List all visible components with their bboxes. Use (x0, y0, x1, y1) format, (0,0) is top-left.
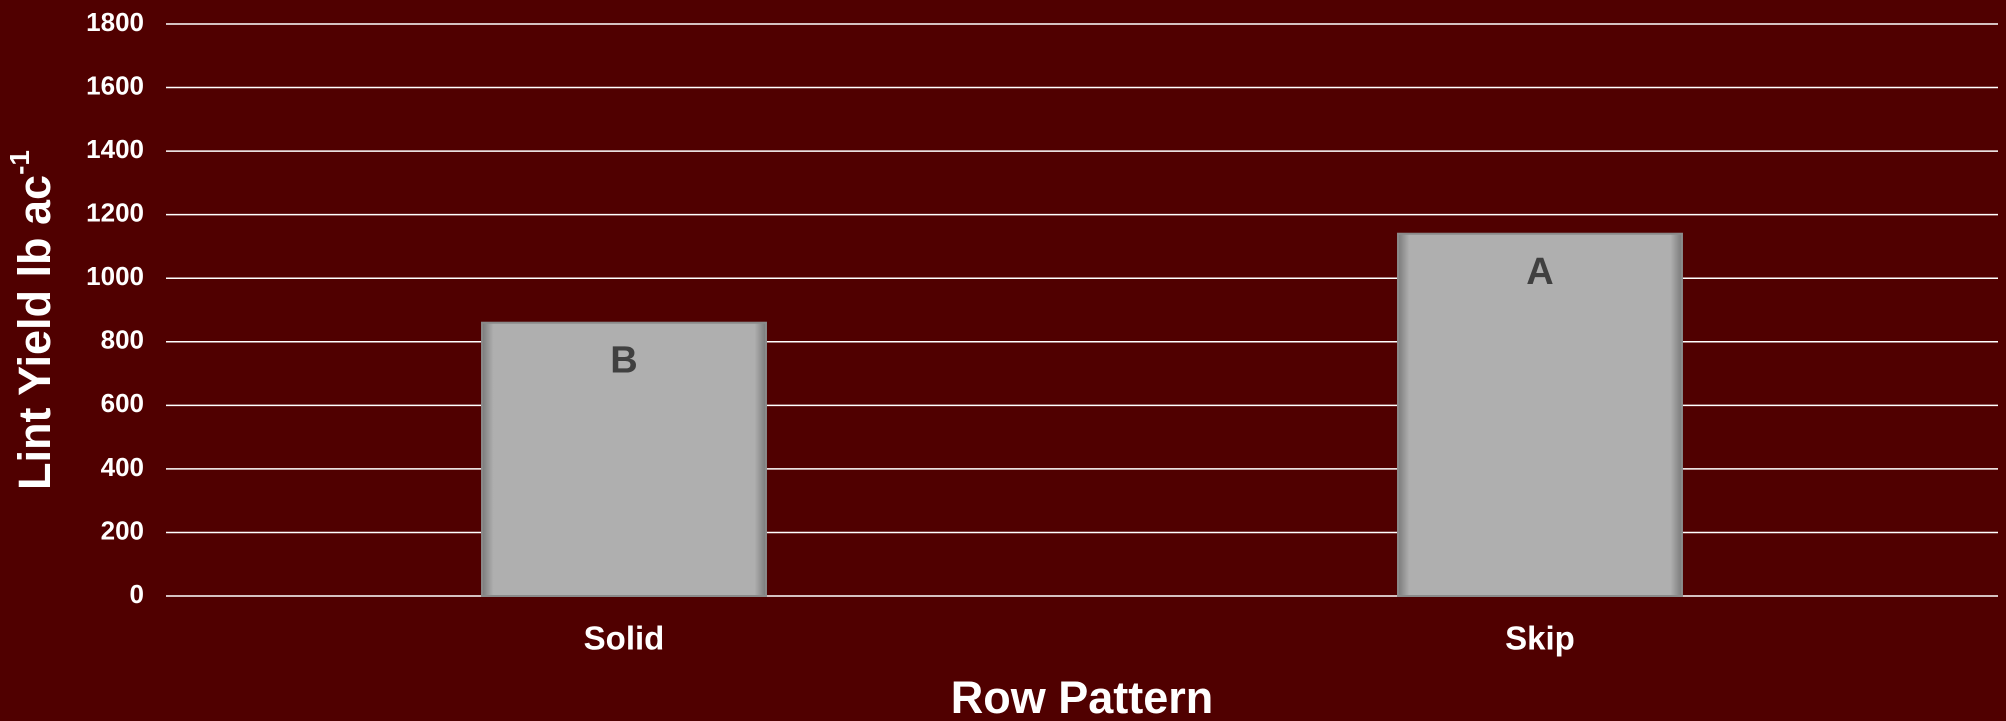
y-tick-label: 1600 (86, 70, 144, 100)
y-tick-label: 1000 (86, 261, 144, 291)
y-tick-label: 200 (101, 515, 144, 545)
y-tick-label: 0 (130, 579, 144, 609)
y-tick-label: 1200 (86, 198, 144, 228)
y-axis-title: Lint Yield lb ac-1 (4, 150, 60, 490)
y-tick-label: 1400 (86, 134, 144, 164)
bar-annotation: B (610, 340, 637, 382)
x-tick-label: Solid (584, 620, 665, 657)
y-tick-label: 600 (101, 388, 144, 418)
bar (481, 321, 767, 597)
y-tick-label: 1800 (86, 7, 144, 37)
x-tick-label: Skip (1505, 620, 1575, 657)
y-tick-label: 800 (101, 325, 144, 355)
bar (1397, 232, 1683, 597)
y-tick-label: 400 (101, 452, 144, 482)
y-axis-title-superscript: -1 (4, 150, 35, 175)
x-axis-title: Row Pattern (951, 672, 1214, 721)
bar-annotation: A (1526, 251, 1553, 293)
y-axis-title-text: Lint Yield lb ac (9, 175, 60, 490)
